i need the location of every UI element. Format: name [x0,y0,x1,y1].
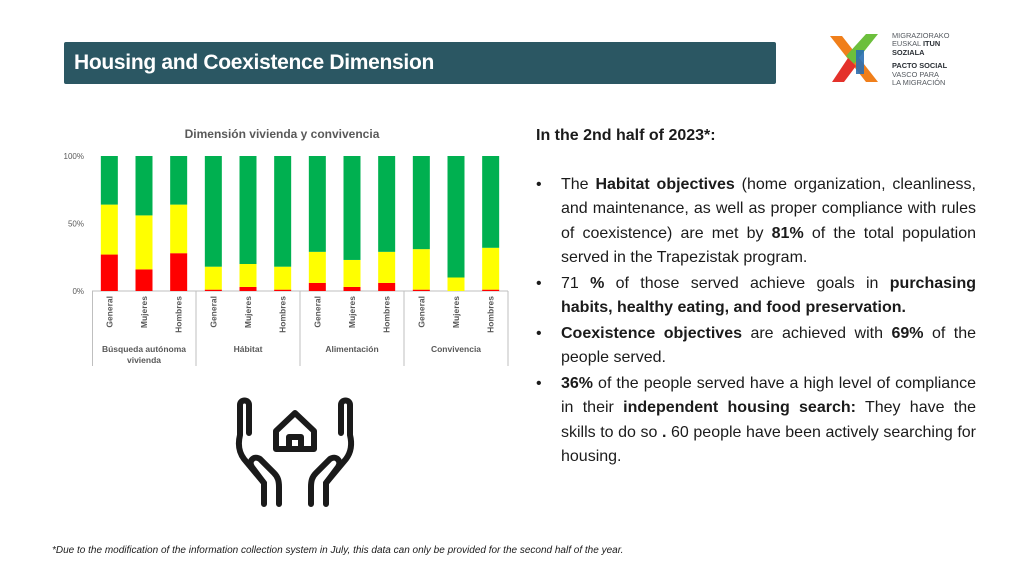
bar-segment-red [135,269,153,291]
bar-segment-red [343,286,361,291]
bar-segment-green [343,156,361,260]
bold-text: 69% [891,324,924,342]
x-tick-label: General [208,296,218,328]
text: They have the skills to do so [561,399,977,441]
bar-segment-yellow [378,251,396,283]
pacto-social-logo: MIGRAZIORAKO EUSKAL ITUN SOZIALA PACTO S… [826,30,956,88]
bar-segment-green [135,156,153,216]
hands-holding-house-icon [235,397,355,507]
text: of the people served. [561,324,976,367]
key-findings: In the 2nd half of 2023*: The Habitat ob… [536,124,976,471]
bar-segment-red [308,282,326,291]
bar-segment-green [274,156,292,267]
bar-segment-yellow [135,215,153,270]
bold-text: . [662,423,667,441]
page-title: Housing and Coexistence Dimension [74,51,434,74]
x-tick-label: General [416,296,426,328]
bold-text: purchasing habits, healthy eating, and f… [561,274,976,317]
bar-segment-yellow [100,204,118,255]
finding-item: The Habitat objectives (home organizatio… [536,173,976,271]
bar-segment-yellow [170,204,188,254]
group-label: Alimentación [325,344,378,354]
bold-text: % [590,274,605,292]
finding-item: 71 % of those served achieve goals in pu… [536,272,976,321]
finding-item: 36% of the people served have a high lev… [536,372,976,470]
bar-segment-green [100,156,118,205]
chart-canvas: Dimensión vivienda y convivencia 0% 50% 100… [64,127,509,366]
bar-segment-red [239,286,257,291]
logo-x-mark [830,34,878,82]
bar-segment-yellow [343,259,361,287]
bar-segment-red [378,282,396,291]
group-label: Hábitat [234,344,263,354]
bar-segment-yellow [412,249,430,290]
bar-segment-red [100,254,118,291]
bar-segment-yellow [447,277,465,291]
group-label: Convivencia [431,344,481,354]
text: (home organization, cleanliness, and mai… [561,175,977,242]
x-tick-label: Mujeres [451,296,461,328]
text: 60 people have been actively searching f… [561,423,976,466]
bar-segment-green [412,156,430,250]
bar-segment-yellow [308,251,326,283]
x-tick-label: General [104,296,114,328]
bar-segment-red [482,289,500,291]
group-label-cont: vivienda [127,355,161,365]
findings-list: The Habitat objectives (home organizatio… [536,173,976,470]
group-label: Búsqueda autónoma [102,344,186,354]
y-tick-label: 0% [72,287,84,296]
bar-segment-green [308,156,326,252]
text: of those served achieve goals in [604,274,890,292]
x-tick-label: Mujeres [139,296,149,328]
bar-segment-yellow [482,247,500,290]
x-tick-label: General [312,296,322,328]
y-tick-label: 50% [68,220,84,229]
text: 71 [561,274,591,292]
bar-segment-yellow [274,266,292,290]
x-tick-label: Hombres [486,296,496,333]
logo-wordmark: MIGRAZIORAKO EUSKAL ITUN SOZIALA PACTO S… [892,31,950,88]
x-tick-label: Hombres [382,296,392,333]
bar-segment-green [204,156,222,267]
bar-segment-green [239,156,257,264]
bold-text: 81% [771,224,804,242]
bar-segment-red [412,289,430,291]
x-tick-label: Hombres [278,296,288,333]
text: are achieved with [741,324,892,342]
bar-segment-red [170,253,188,291]
bar-segment-green [170,156,188,205]
bold-text: Habitat objectives [595,175,735,193]
x-tick-label: Hombres [174,296,184,333]
bold-text: independent housing search: [623,399,856,416]
bar-segment-green [447,156,465,278]
chart-title: Dimensión vivienda y convivencia [185,127,380,141]
bar-segment-green [482,156,500,248]
text: of the total population served in the Tr… [561,224,976,267]
finding-item: Coexistence objectives are achieved with… [536,322,976,371]
text: of the people served have a high level o… [561,374,976,417]
bar-segment-red [274,289,292,291]
footnote: *Due to the modification of the informat… [52,545,624,556]
title-banner: Housing and Coexistence Dimension [64,42,776,84]
y-tick-label: 100% [64,152,84,161]
bar-segment-yellow [204,266,222,290]
x-tick-label: Mujeres [243,296,253,328]
bar-segment-green [378,156,396,252]
bold-text: Coexistence objectives [561,324,742,342]
bar-segment-yellow [239,264,257,287]
bold-text: 36% [561,374,594,392]
bar-segment-red [204,289,222,291]
stacked-bar-chart: Dimensión vivienda y convivencia 0% 50% 100… [56,120,512,370]
text: The [561,175,596,193]
intro-heading: In the 2nd half of 2023*: [536,127,716,144]
x-tick-label: Mujeres [347,296,357,328]
